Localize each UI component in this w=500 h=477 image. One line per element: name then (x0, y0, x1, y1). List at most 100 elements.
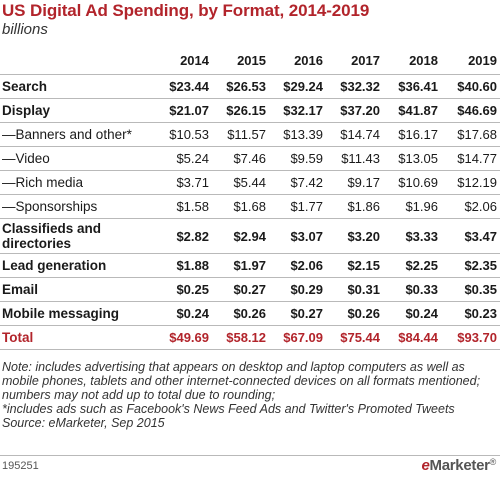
value-cell: $3.47 (464, 228, 497, 244)
value-cell: $2.06 (464, 199, 497, 214)
header-label-cell (0, 46, 158, 75)
value-cell: $67.09 (283, 330, 323, 345)
value-cell: $2.06 (290, 258, 323, 273)
value-cell: $10.53 (169, 127, 209, 142)
value-cell: $1.88 (176, 258, 209, 273)
table-row: Search $23.44 $26.53 $29.24 $32.32 $36.41 $40.… (0, 74, 500, 99)
chart-subtitle: billions (2, 21, 48, 38)
chart-id: 195251 (2, 460, 39, 472)
value-cell: $41.87 (398, 103, 438, 118)
spending-table: 2014 2015 2016 2017 2018 2019 Search $23.… (0, 46, 500, 350)
value-cell: $5.24 (176, 151, 209, 166)
value-cell: $0.25 (176, 282, 209, 297)
value-cell: $2.35 (464, 258, 497, 273)
row-label: Display (2, 103, 51, 118)
value-cell: $23.44 (169, 79, 209, 94)
value-cell: $0.33 (405, 282, 438, 297)
value-cell: $26.15 (226, 103, 266, 118)
table-row: Email $0.25 $0.27 $0.29 $0.31 $0.33 $0.35 (0, 277, 500, 302)
value-cell: $14.77 (457, 151, 497, 166)
value-cell: $0.26 (347, 306, 380, 321)
value-cell: $46.69 (457, 103, 497, 118)
value-cell: $7.42 (290, 175, 323, 190)
table-row: Total $49.69 $58.12 $67.09 $75.44 $84.44 $93.7… (0, 325, 500, 350)
table-row: —Video $5.24 $7.46 $9.59 $11.43 $13.05 $14.77 (0, 146, 500, 171)
year-header: 2018 (409, 52, 438, 68)
value-cell: $0.24 (176, 306, 209, 321)
table-row: Classifieds and directories $2.82 $2.94 $3.… (0, 218, 500, 254)
value-cell: $0.26 (233, 306, 266, 321)
value-cell: $75.44 (340, 330, 380, 345)
value-cell: $10.69 (398, 175, 438, 190)
year-header: 2017 (351, 52, 380, 68)
value-cell: $9.59 (290, 151, 323, 166)
table-body: Search $23.44 $26.53 $29.24 $32.32 $36.41 $40.… (0, 74, 500, 350)
row-label: —Banners and other* (2, 127, 132, 142)
row-label: —Sponsorships (2, 199, 98, 214)
row-label: Mobile messaging (2, 306, 120, 321)
table-row: —Banners and other* $10.53 $11.57 $13.39 $14… (0, 122, 500, 147)
table-row: —Rich media $3.71 $5.44 $7.42 $9.17 $10.69 $12… (0, 170, 500, 195)
value-cell: $3.71 (176, 175, 209, 190)
emarketer-logo: eMarketer® (421, 457, 496, 474)
value-cell: $93.70 (457, 330, 497, 345)
notes-block: Note: includes advertising that appears … (2, 360, 498, 430)
row-label: Total (2, 330, 34, 345)
value-cell: $49.69 (169, 330, 209, 345)
value-cell: $0.27 (233, 282, 266, 297)
table-row: Lead generation $1.88 $1.97 $2.06 $2.15 $2.25… (0, 253, 500, 278)
table-row: Display $21.07 $26.15 $32.17 $37.20 $41.87 $46… (0, 98, 500, 123)
value-cell: $40.60 (457, 79, 497, 94)
value-cell: $1.68 (233, 199, 266, 214)
value-cell: $12.19 (457, 175, 497, 190)
value-cell: $1.86 (347, 199, 380, 214)
value-cell: $3.33 (405, 228, 438, 244)
value-cell: $2.94 (233, 228, 266, 244)
value-cell: $13.05 (398, 151, 438, 166)
source-text: Source: eMarketer, Sep 2015 (2, 416, 165, 430)
value-cell: $21.07 (169, 103, 209, 118)
year-header: 2014 (180, 52, 209, 68)
value-cell: $29.24 (283, 79, 323, 94)
value-cell: $26.53 (226, 79, 266, 94)
value-cell: $1.96 (405, 199, 438, 214)
value-cell: $14.74 (340, 127, 380, 142)
value-cell: $36.41 (398, 79, 438, 94)
row-label: Search (2, 79, 48, 94)
value-cell: $3.20 (347, 228, 380, 244)
value-cell: $32.32 (340, 79, 380, 94)
value-cell: $17.68 (457, 127, 497, 142)
value-cell: $2.82 (176, 228, 209, 244)
value-cell: $0.24 (405, 306, 438, 321)
value-cell: $2.15 (347, 258, 380, 273)
value-cell: $32.17 (283, 103, 323, 118)
value-cell: $16.17 (398, 127, 438, 142)
value-cell: $9.17 (347, 175, 380, 190)
value-cell: $84.44 (398, 330, 438, 345)
table-row: —Sponsorships $1.58 $1.68 $1.77 $1.86 $1.96 $2… (0, 194, 500, 219)
year-header: 2016 (294, 52, 323, 68)
footer-bar: 195251 eMarketer® (0, 455, 500, 477)
value-cell: $1.58 (176, 199, 209, 214)
value-cell: $58.12 (226, 330, 266, 345)
header-row: 2014 2015 2016 2017 2018 2019 (0, 46, 500, 75)
footnote-text: *includes ads such as Facebook's News Fe… (2, 402, 455, 416)
value-cell: $11.43 (341, 151, 380, 166)
value-cell: $7.46 (233, 151, 266, 166)
row-label: Classifieds and directories (2, 221, 102, 251)
year-header: 2015 (237, 52, 266, 68)
value-cell: $5.44 (233, 175, 266, 190)
value-cell: $3.07 (290, 228, 323, 244)
value-cell: $0.29 (290, 282, 323, 297)
value-cell: $0.27 (290, 306, 323, 321)
value-cell: $2.25 (405, 258, 438, 273)
value-cell: $13.39 (283, 127, 323, 142)
value-cell: $11.57 (227, 127, 266, 142)
row-label: —Rich media (2, 175, 84, 190)
chart-title: US Digital Ad Spending, by Format, 2014-… (2, 1, 370, 20)
value-cell: $0.23 (464, 306, 497, 321)
note-text: Note: includes advertising that appears … (2, 360, 481, 402)
value-cell: $0.31 (347, 282, 380, 297)
row-label: Lead generation (2, 258, 107, 273)
row-label: —Video (2, 151, 50, 166)
